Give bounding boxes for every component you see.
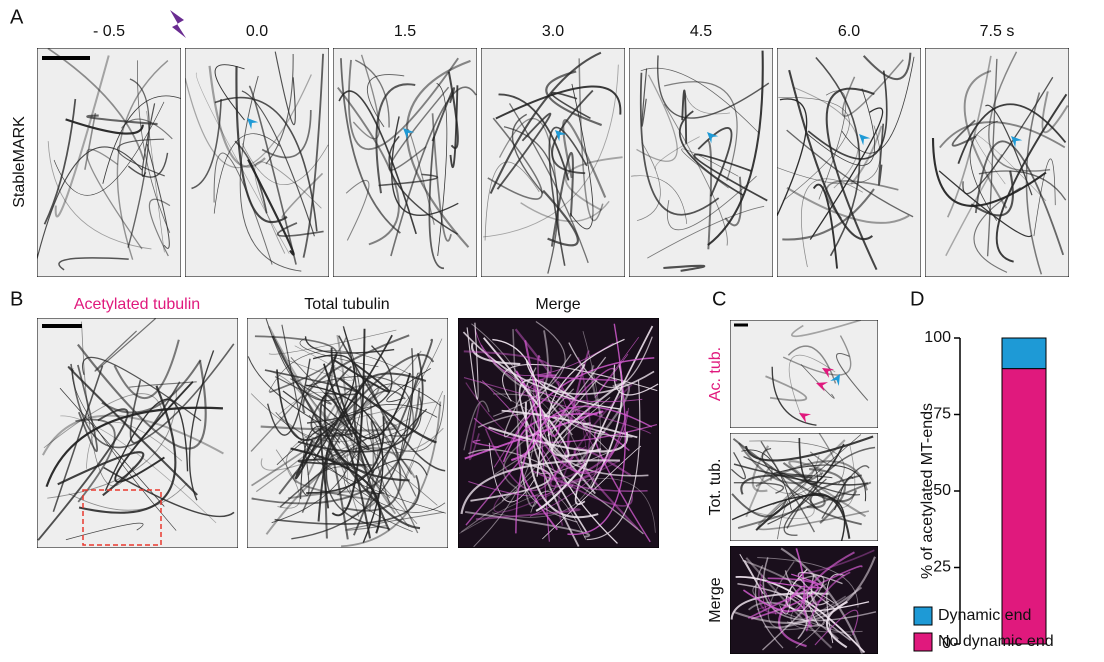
image-bg bbox=[37, 318, 238, 548]
micrograph bbox=[730, 320, 878, 428]
micrograph bbox=[925, 48, 1069, 277]
panel-label: D bbox=[910, 288, 924, 310]
figure: A StableMARK - 0.5 0.0 1.5 3.0 4.5 6.0 7.5 s B Ace… bbox=[0, 0, 1104, 662]
micrograph bbox=[629, 48, 773, 277]
panel-title: Merge bbox=[535, 296, 580, 313]
micrograph bbox=[730, 433, 878, 541]
row-label: Merge bbox=[707, 577, 724, 622]
timepoint-label: 6.0 bbox=[838, 23, 860, 40]
micrograph bbox=[185, 48, 329, 277]
micrograph bbox=[333, 48, 477, 277]
y-tick-label: 100 bbox=[924, 329, 951, 346]
micrograph bbox=[458, 318, 659, 548]
row-label: Ac. tub. bbox=[707, 347, 724, 401]
legend-label: No dynamic end bbox=[938, 633, 1054, 650]
legend-swatch bbox=[914, 633, 932, 651]
bar-segment bbox=[1002, 369, 1046, 644]
micrograph bbox=[247, 318, 448, 548]
micrograph bbox=[481, 48, 625, 277]
bar-segment bbox=[1002, 338, 1046, 369]
legend-label: Dynamic end bbox=[938, 607, 1031, 624]
panel-label: C bbox=[712, 288, 726, 310]
timepoint-label: - 0.5 bbox=[93, 23, 125, 40]
timepoint-label: 7.5 s bbox=[980, 23, 1015, 40]
timepoint-label: 4.5 bbox=[690, 23, 712, 40]
y-tick-label: 50 bbox=[933, 482, 951, 499]
row-label: Tot. tub. bbox=[707, 459, 724, 516]
timepoint-label: 3.0 bbox=[542, 23, 564, 40]
timepoint-label: 0.0 bbox=[246, 23, 268, 40]
laser-bolt bbox=[170, 10, 186, 38]
panel-title: Acetylated tubulin bbox=[74, 296, 200, 313]
panel-label: B bbox=[10, 288, 23, 310]
micrograph bbox=[37, 48, 181, 277]
micrograph bbox=[777, 48, 921, 277]
y-tick-label: 75 bbox=[933, 406, 951, 423]
micrograph bbox=[730, 546, 878, 654]
image-bg bbox=[730, 320, 878, 428]
y-tick-label: 25 bbox=[933, 559, 951, 576]
panel-label: A bbox=[10, 6, 24, 28]
timepoint-label: 1.5 bbox=[394, 23, 416, 40]
micrograph bbox=[37, 318, 238, 548]
micrographs bbox=[37, 48, 1069, 654]
row-label: StableMARK bbox=[11, 116, 28, 208]
legend-swatch bbox=[914, 607, 932, 625]
panel-title: Total tubulin bbox=[304, 296, 389, 313]
